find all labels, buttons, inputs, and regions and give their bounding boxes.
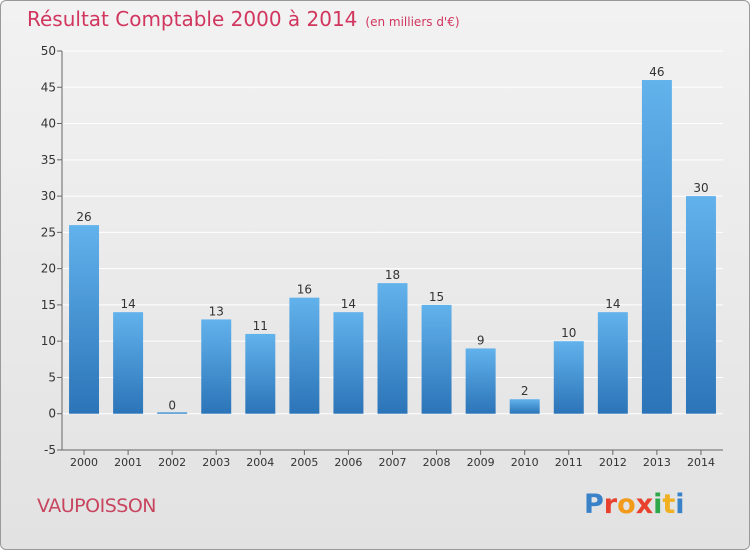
x-tick-label: 2008 (423, 456, 451, 469)
data-label: 10 (561, 326, 576, 340)
x-tick-label: 2011 (555, 456, 583, 469)
logo-letter: o (617, 489, 636, 520)
y-tick-label: 10 (41, 334, 56, 348)
data-label: 9 (477, 333, 485, 347)
y-tick-label: 45 (41, 80, 56, 94)
data-label: 46 (649, 65, 664, 79)
y-tick-label: 0 (48, 407, 56, 421)
logo-letter: i (675, 489, 685, 520)
logo-letter: P (584, 489, 604, 520)
bar (245, 333, 276, 414)
x-tick-label: 2001 (114, 456, 142, 469)
data-label: 0 (168, 399, 176, 413)
bar (333, 312, 364, 414)
x-tick-label: 2005 (290, 456, 318, 469)
bar (289, 297, 320, 414)
chart-title: Résultat Comptable 2000 à 2014 (en millie… (27, 7, 460, 31)
data-label: 13 (209, 304, 224, 318)
bar (377, 283, 408, 414)
data-label: 14 (120, 297, 135, 311)
data-label: 18 (385, 268, 400, 282)
logo-letter: i (653, 489, 663, 520)
bar (421, 304, 452, 414)
bar (641, 80, 672, 414)
y-tick-label: 35 (41, 153, 56, 167)
data-label: 16 (297, 283, 312, 297)
chart-title-text: Résultat Comptable 2000 à 2014 (27, 7, 358, 31)
x-tick-label: 2000 (70, 456, 98, 469)
x-tick-label: 2014 (687, 456, 715, 469)
x-tick-label: 2007 (379, 456, 407, 469)
bar (465, 348, 496, 414)
x-tick-label: 2006 (334, 456, 362, 469)
data-label: 14 (605, 297, 620, 311)
x-tick-label: 2004 (246, 456, 274, 469)
town-name: VAUPOISSON (37, 495, 157, 517)
bar (685, 196, 716, 414)
y-tick-label: 50 (41, 44, 56, 58)
bar (201, 319, 232, 414)
logo-letter: r (603, 489, 618, 520)
y-tick-label: 40 (41, 117, 56, 131)
bar (553, 341, 584, 414)
data-label: 14 (341, 297, 356, 311)
data-label: 26 (76, 210, 91, 224)
x-tick-label: 2012 (599, 456, 627, 469)
bar (69, 225, 100, 414)
chart-subtitle: (en milliers d'€) (365, 15, 460, 29)
bar (509, 399, 540, 414)
proxiti-logo: Proxiti (584, 489, 685, 520)
y-tick-label: 25 (41, 225, 56, 239)
x-tick-label: 2013 (643, 456, 671, 469)
bar (113, 312, 144, 414)
y-tick-label: 30 (41, 189, 56, 203)
x-tick-label: 2002 (158, 456, 186, 469)
data-label: 2 (521, 384, 529, 398)
logo-letter: t (662, 489, 676, 520)
y-tick-label: 20 (41, 262, 56, 276)
data-label: 15 (429, 290, 444, 304)
bar (597, 312, 628, 414)
data-label: 11 (253, 319, 268, 333)
x-tick-label: 2003 (202, 456, 230, 469)
bar (157, 412, 188, 414)
x-tick-label: 2010 (511, 456, 539, 469)
x-tick-label: 2009 (467, 456, 495, 469)
logo-letter: x (635, 489, 654, 520)
data-label: 30 (693, 181, 708, 195)
y-tick-label: 5 (48, 370, 56, 384)
y-tick-label: -5 (44, 443, 56, 457)
y-tick-label: 15 (41, 298, 56, 312)
